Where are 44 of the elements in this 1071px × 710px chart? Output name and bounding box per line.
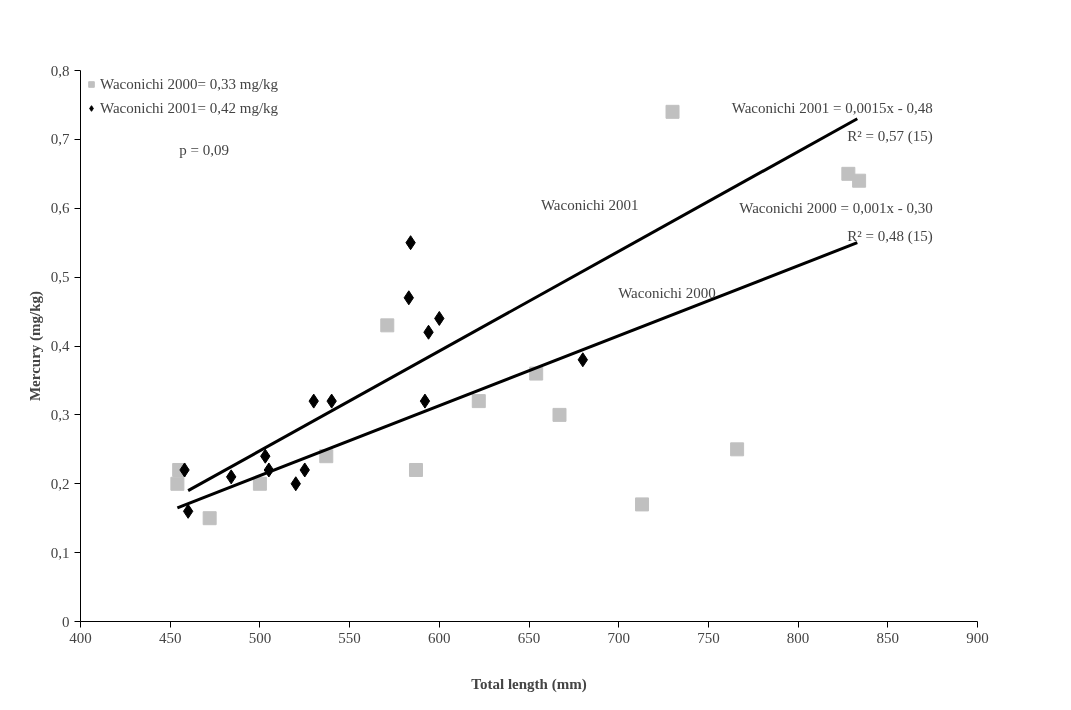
point — [852, 173, 867, 188]
x-tick-label: 850 — [876, 629, 900, 646]
point — [665, 104, 680, 119]
x-tick-label: 400 — [69, 629, 92, 646]
y-tick-label: 0,7 — [50, 131, 70, 148]
series-label: Waconichi 2000 — [618, 284, 716, 301]
y-tick-label: 0,8 — [50, 62, 70, 79]
annotation: Waconichi 2000 = 0,001x - 0,30 — [739, 200, 933, 217]
legend-label: Waconichi 2000= 0,33 mg/kg — [100, 75, 279, 93]
point — [552, 407, 567, 422]
legend-label: Waconichi 2001= 0,42 mg/kg — [100, 99, 279, 117]
annotation: R² = 0,48 (15) — [847, 227, 933, 245]
x-tick-label: 900 — [966, 629, 989, 646]
y-tick-label: 0,5 — [50, 269, 70, 286]
point — [252, 476, 267, 491]
annotation: R² = 0,57 (15) — [847, 127, 933, 145]
point — [419, 393, 431, 409]
y-axis-title: Mercury (mg/kg) — [26, 290, 44, 402]
x-tick-label: 750 — [697, 629, 720, 646]
point — [408, 462, 423, 477]
y-tick-label: 0,2 — [50, 475, 70, 492]
point — [202, 511, 217, 526]
x-tick-label: 650 — [517, 629, 541, 646]
x-axis-title: Total length (mm) — [471, 675, 587, 693]
point — [635, 497, 650, 512]
point — [182, 503, 194, 519]
point — [471, 394, 486, 409]
point — [380, 318, 395, 333]
x-tick-label: 700 — [607, 629, 630, 646]
y-tick-label: 0,4 — [50, 338, 70, 354]
point — [170, 476, 185, 491]
annotation: Waconichi 2001 = 0,0015x - 0,48 — [731, 100, 933, 117]
y-tick-label: 0,3 — [50, 406, 70, 423]
x-tick-label: 450 — [158, 629, 182, 646]
x-tick-label: 800 — [786, 629, 810, 646]
x-tick-label: 600 — [428, 629, 451, 646]
point — [730, 442, 745, 457]
series-label: Waconichi 2001 — [540, 197, 639, 214]
x-tick-label: 550 — [338, 629, 361, 646]
x-tick-label: 500 — [248, 629, 272, 646]
y-tick-label: 0 — [62, 613, 70, 630]
annotation: p = 0,09 — [179, 141, 229, 158]
y-tick-label: 0,1 — [50, 544, 70, 561]
y-tick-label: 0,6 — [50, 200, 70, 217]
